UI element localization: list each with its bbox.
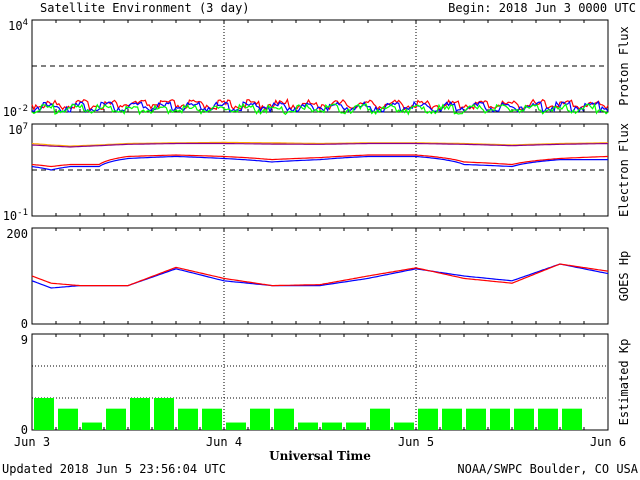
y-axis-label: GOES Hp xyxy=(617,251,631,302)
x-tick-label: Jun 3 xyxy=(14,435,50,449)
kp-bar xyxy=(226,422,246,430)
series-line xyxy=(31,155,608,171)
x-tick-label: Jun 5 xyxy=(398,435,434,449)
series-line xyxy=(31,154,608,168)
kp-bar xyxy=(154,398,174,430)
kp-bar xyxy=(274,408,294,430)
kp-bar xyxy=(370,408,390,430)
chart-title: Satellite Environment (3 day) xyxy=(40,1,250,15)
y-axis-label: Proton Flux xyxy=(617,26,631,105)
credit: NOAA/SWPC Boulder, CO USA xyxy=(457,462,638,476)
x-tick-label: Jun 4 xyxy=(206,435,242,449)
series-line xyxy=(31,97,609,112)
y-axis-label: Electron Flux xyxy=(617,123,631,217)
y-tick-label: 0 xyxy=(21,423,28,437)
kp-bar xyxy=(346,422,366,430)
y-tick-label: 104 xyxy=(8,18,28,33)
y-tick-label: 9 xyxy=(21,333,28,347)
kp-bar xyxy=(490,408,510,430)
kp-bar xyxy=(322,422,342,430)
updated-time: Updated 2018 Jun 5 23:56:04 UTC xyxy=(2,462,226,476)
series-line xyxy=(31,263,609,287)
kp-bar xyxy=(106,408,126,430)
kp-bar xyxy=(202,408,222,430)
y-tick-label: 10-2 xyxy=(3,104,28,119)
x-tick-label: Jun 6 xyxy=(590,435,626,449)
kp-bar xyxy=(514,408,534,430)
kp-bar xyxy=(418,408,438,430)
kp-bar xyxy=(394,422,414,430)
panel-frame-2 xyxy=(31,227,609,325)
kp-bar xyxy=(178,408,198,430)
y-tick-label: 107 xyxy=(8,122,28,137)
y-tick-label: 200 xyxy=(6,227,28,241)
kp-bar xyxy=(298,422,318,430)
y-tick-label: 0 xyxy=(21,317,28,331)
kp-bar xyxy=(130,398,150,430)
panels: 104 10-2 Proton Flux 107 10-1 Electron Flux 20… xyxy=(3,18,631,449)
series-line xyxy=(31,102,609,116)
series-line xyxy=(31,141,609,147)
kp-bar xyxy=(58,408,78,430)
y-tick-label: 10-1 xyxy=(3,208,28,223)
kp-bar xyxy=(562,408,582,430)
kp-bar xyxy=(442,408,462,430)
begin-time: Begin: 2018 Jun 3 0000 UTC xyxy=(448,1,636,15)
kp-bar xyxy=(250,408,270,430)
kp-bar xyxy=(538,408,558,430)
kp-bar xyxy=(466,408,486,430)
y-axis-label: Estimated Kp xyxy=(617,339,631,426)
kp-bar xyxy=(82,422,102,430)
x-axis-label: Universal Time xyxy=(269,449,371,463)
kp-bar xyxy=(34,398,54,430)
series-line xyxy=(31,142,609,148)
